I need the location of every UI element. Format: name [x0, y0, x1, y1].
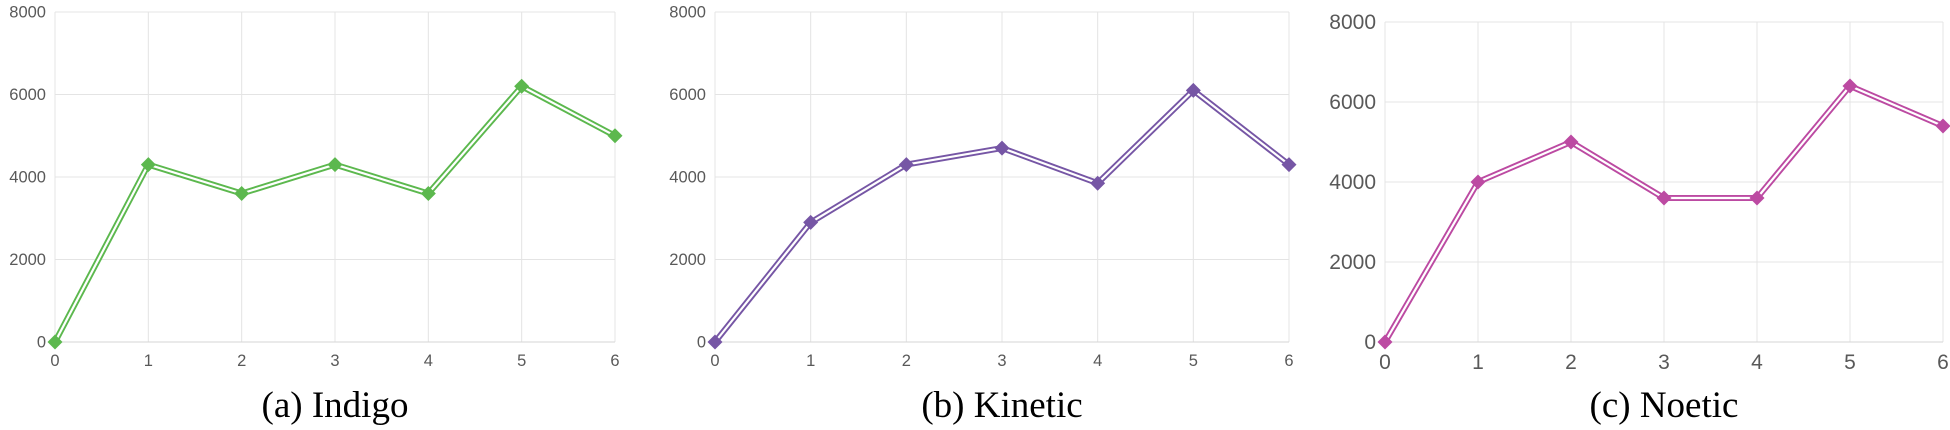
data-point-marker [1281, 157, 1297, 173]
x-tick-label: 6 [1284, 352, 1293, 370]
kinetic-line-chart: 0 2000 4000 6000 8000 0 1 2 3 4 5 6 [669, 4, 1297, 370]
y-tick-label: 6000 [669, 86, 706, 104]
noetic-line-chart: 0 2000 4000 6000 8000 0 1 2 3 4 5 6 [1329, 11, 1950, 374]
indigo-line-chart: 0 2000 4000 6000 8000 0 1 2 3 4 5 6 [9, 4, 623, 370]
data-point-marker [1656, 190, 1672, 206]
data-point-marker [1470, 174, 1486, 190]
data-point-marker [1749, 190, 1765, 206]
data-point-marker [234, 186, 250, 201]
y-tick-label: 8000 [669, 4, 706, 22]
data-point-marker [803, 214, 819, 230]
y-tick-label: 2000 [9, 251, 46, 269]
x-tick-label: 4 [1751, 351, 1763, 374]
data-point-marker [1563, 134, 1579, 150]
chart-panel-noetic: 0 2000 4000 6000 8000 0 1 2 3 4 5 6 (c) Noetic [1300, 0, 1950, 430]
y-tick-label: 6000 [9, 86, 46, 104]
y-tick-label: 0 [697, 334, 706, 352]
data-point-marker [47, 334, 63, 350]
x-tick-label: 6 [610, 352, 619, 370]
y-tick-label: 2000 [1329, 251, 1376, 274]
x-tick-label: 2 [237, 352, 246, 370]
x-tick-label: 3 [330, 352, 339, 370]
x-tick-label: 1 [144, 352, 153, 370]
data-point-marker [514, 78, 530, 94]
data-point-marker [1842, 78, 1858, 94]
data-point-marker [420, 186, 436, 201]
x-tick-label: 3 [1658, 351, 1670, 374]
data-point-marker [140, 157, 156, 173]
data-point-marker [1935, 118, 1950, 134]
data-point-marker [327, 157, 343, 173]
data-point-marker [1090, 175, 1106, 191]
y-tick-label: 0 [37, 334, 46, 352]
x-tick-label: 0 [50, 352, 59, 370]
y-tick-label: 2000 [669, 251, 706, 269]
x-tick-label: 0 [1379, 351, 1391, 374]
data-point-marker [1185, 82, 1201, 98]
y-tick-label: 6000 [1329, 91, 1376, 114]
data-point-marker [994, 140, 1010, 156]
chart-panel-indigo: 0 2000 4000 6000 8000 0 1 2 3 4 5 6 (a) Indigo [0, 0, 650, 430]
x-tick-label: 4 [1093, 352, 1102, 370]
caption-indigo: (a) Indigo [261, 385, 409, 426]
y-tick-label: 4000 [1329, 171, 1376, 194]
chart-panel-kinetic: 0 2000 4000 6000 8000 0 1 2 3 4 5 6 (b) Kinetic [650, 0, 1300, 430]
x-tick-label: 0 [710, 352, 719, 370]
x-tick-label: 1 [1472, 351, 1484, 374]
x-tick-label: 5 [1844, 351, 1856, 374]
data-point-marker [898, 157, 914, 173]
x-tick-label: 6 [1937, 351, 1949, 374]
data-point-marker [707, 334, 723, 350]
caption-kinetic: (b) Kinetic [921, 385, 1083, 426]
x-tick-label: 1 [806, 352, 815, 370]
x-tick-label: 3 [997, 352, 1006, 370]
x-tick-label: 2 [902, 352, 911, 370]
data-point-marker [1377, 334, 1393, 350]
data-point-marker [607, 128, 623, 144]
y-tick-label: 8000 [1329, 11, 1376, 34]
x-tick-label: 2 [1565, 351, 1577, 374]
x-tick-label: 4 [424, 352, 433, 370]
y-tick-label: 0 [1364, 331, 1376, 354]
x-tick-label: 5 [517, 352, 526, 370]
caption-noetic: (c) Noetic [1589, 385, 1739, 426]
y-tick-label: 4000 [9, 169, 46, 187]
x-tick-label: 5 [1189, 352, 1198, 370]
y-tick-label: 4000 [669, 169, 706, 187]
y-tick-label: 8000 [9, 4, 46, 22]
